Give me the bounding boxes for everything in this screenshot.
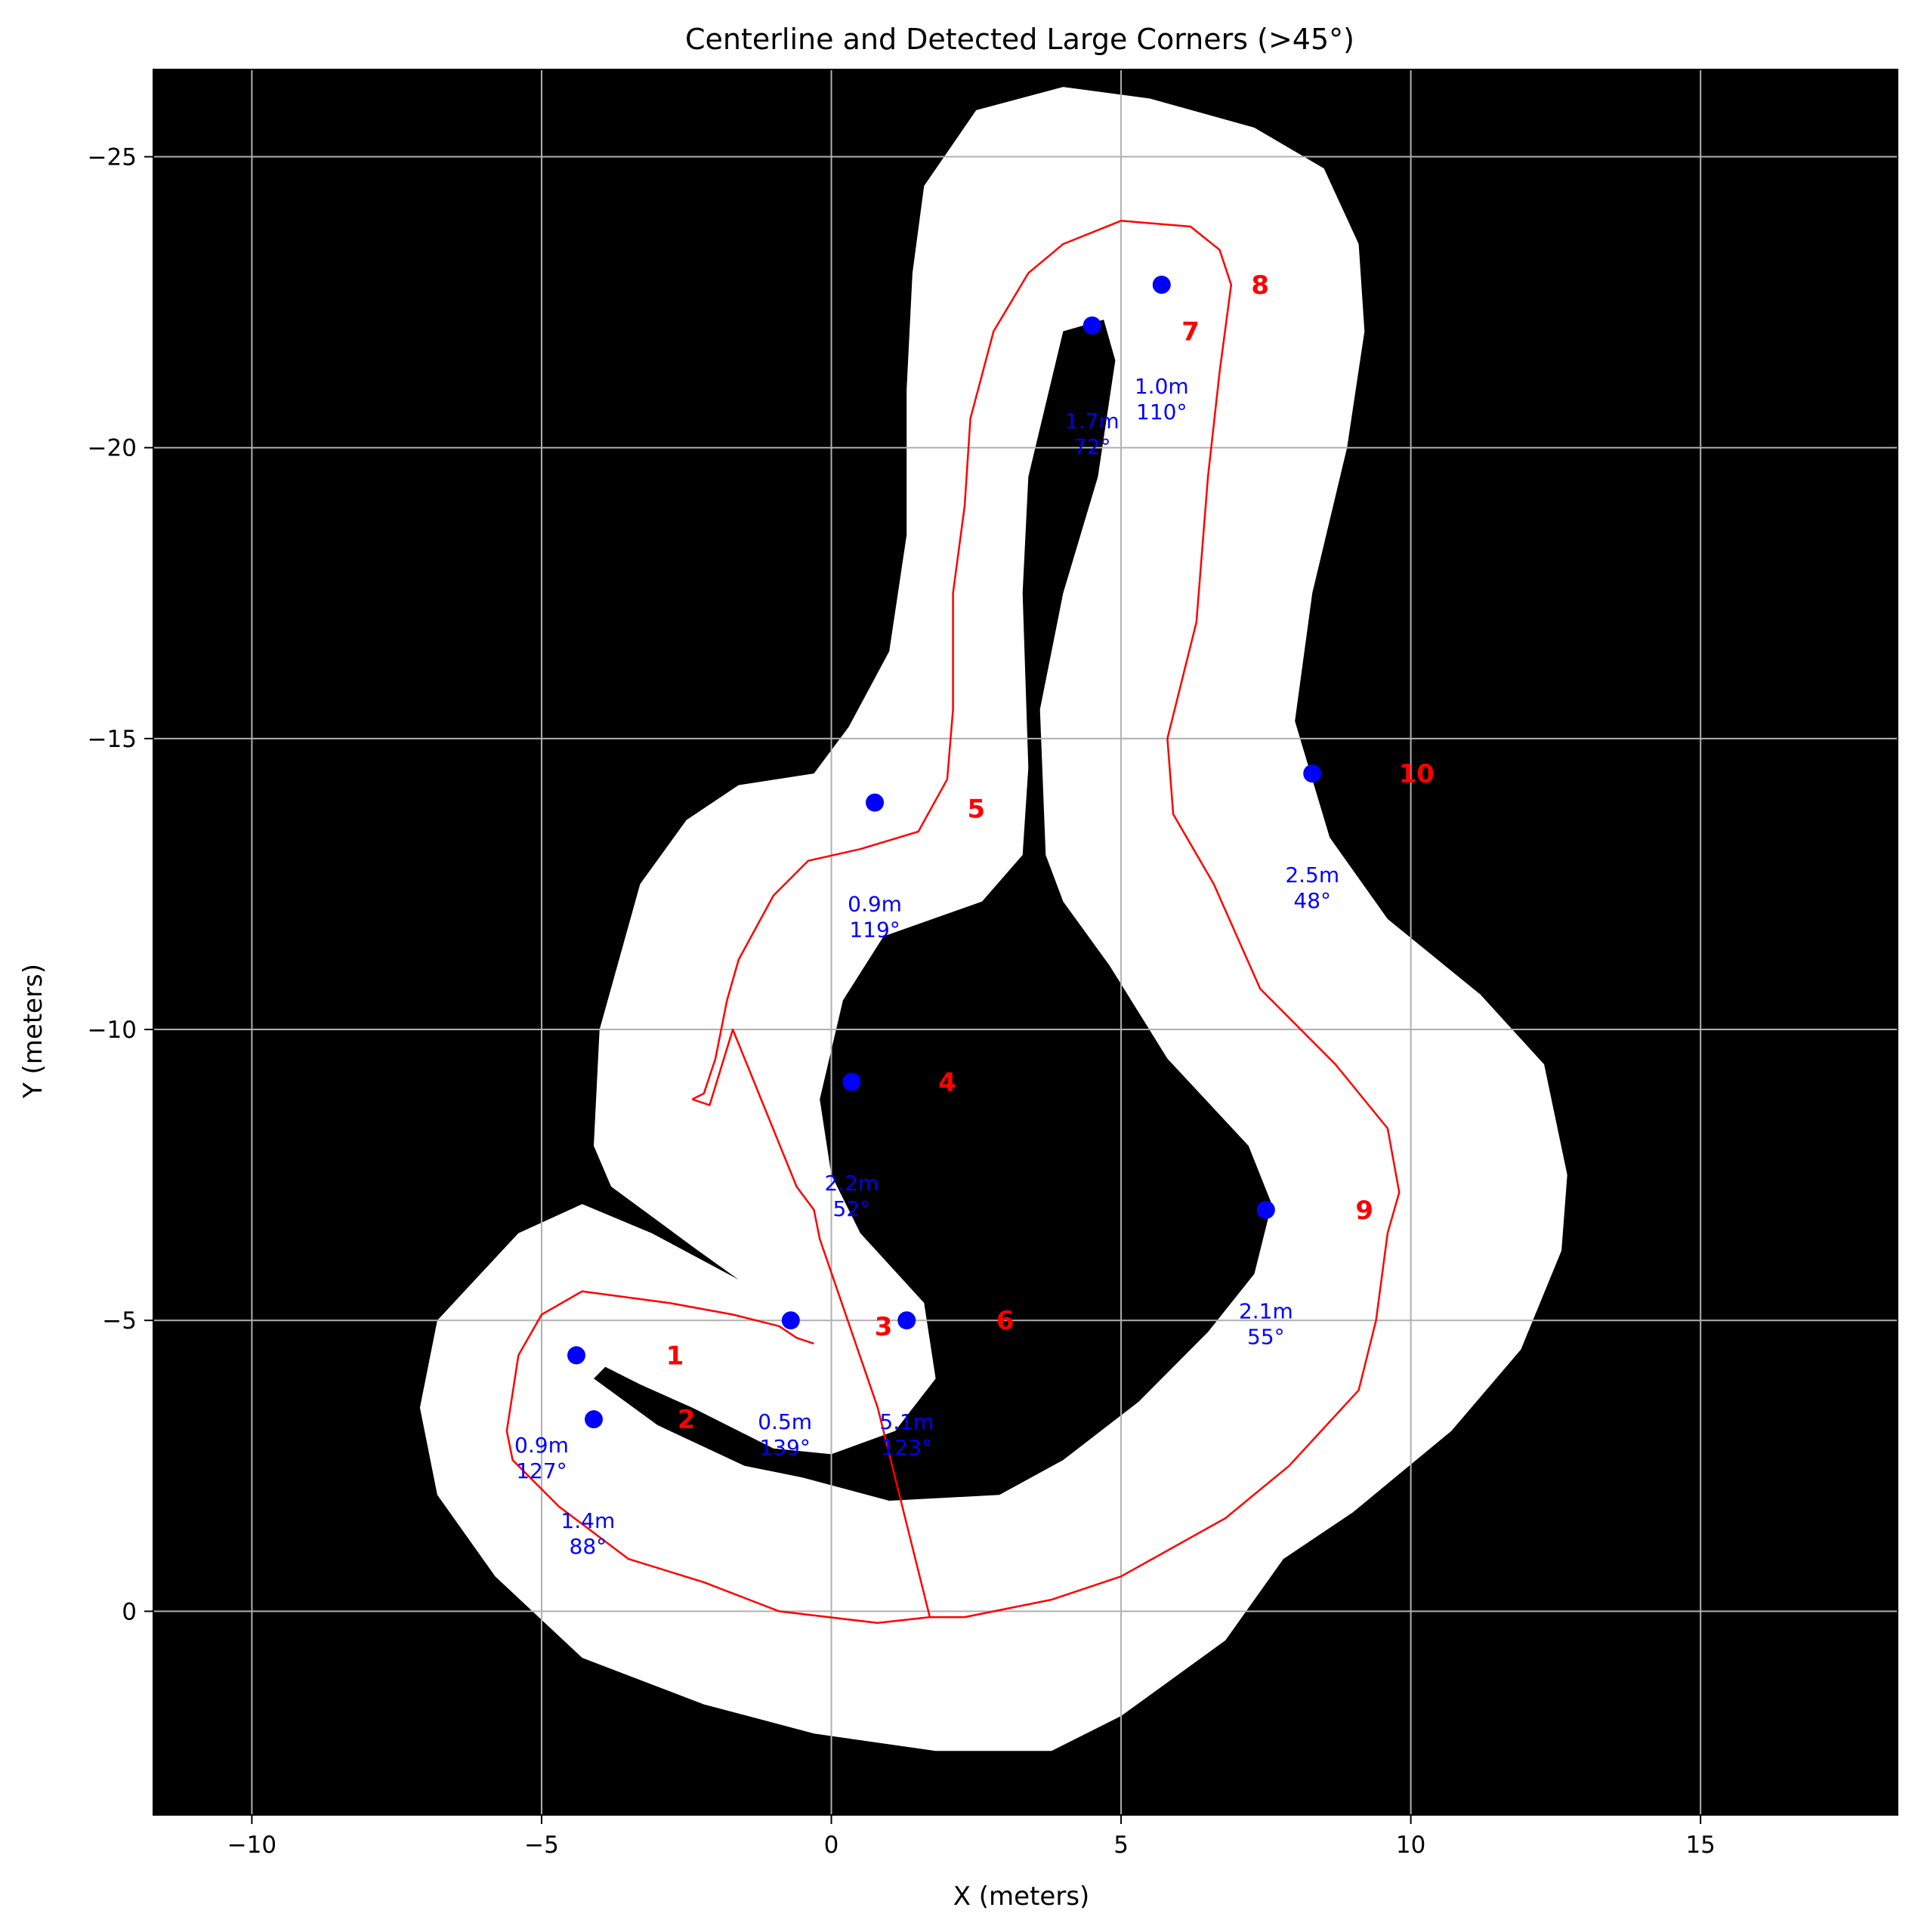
corner-annotation-4-0: 2.2m	[824, 1171, 879, 1196]
corner-label-6: 6	[996, 1306, 1015, 1336]
chart-title: Centerline and Detected Large Corners (>…	[685, 23, 1354, 56]
corner-label-2: 2	[678, 1405, 696, 1435]
x-axis-title: X (meters)	[953, 1881, 1090, 1912]
corner-annotation-8-0: 1.0m	[1135, 374, 1189, 399]
corner-annotation-9-1: 55°	[1247, 1325, 1285, 1350]
corner-annotation-10-1: 48°	[1293, 888, 1331, 913]
x-tick-label-2: 0	[824, 1832, 839, 1859]
y-tick-label-5: 0	[122, 1598, 137, 1625]
corner-point-10	[1303, 764, 1322, 783]
corner-point-3	[781, 1311, 800, 1330]
y-tick-label-1: −20	[88, 435, 137, 462]
centerline-segment	[505, 1290, 931, 1625]
corner-annotation-3-0: 0.5m	[758, 1409, 812, 1434]
x-tick-label-4: 10	[1396, 1832, 1425, 1859]
corner-annotation-3-1: 139°	[759, 1435, 810, 1460]
corner-annotation-1-0: 0.9m	[514, 1433, 569, 1458]
y-tick-label-4: −5	[102, 1307, 137, 1335]
corner-annotation-4-1: 52°	[833, 1196, 871, 1221]
corner-point-1	[567, 1346, 585, 1365]
corner-label-4: 4	[938, 1067, 956, 1097]
corner-annotation-5-1: 119°	[849, 917, 900, 942]
y-axis-title: Y (meters)	[18, 964, 48, 1099]
corner-annotation-9-0: 2.1m	[1239, 1299, 1293, 1324]
corner-annotation-7-1: 72°	[1073, 434, 1111, 459]
corner-annotation-10-0: 2.5m	[1285, 863, 1339, 887]
corner-annotation-2-1: 88°	[570, 1534, 607, 1559]
corner-annotation-5-0: 0.9m	[848, 891, 902, 916]
x-tick-label-0: −10	[227, 1832, 276, 1859]
y-tick-label-3: −10	[88, 1017, 137, 1044]
x-tick-label-1: −5	[524, 1832, 559, 1859]
plot-frame	[153, 69, 1898, 1816]
corner-label-3: 3	[875, 1312, 893, 1342]
corner-point-7	[1082, 316, 1101, 335]
corner-point-2	[585, 1410, 604, 1429]
corner-label-10: 10	[1399, 759, 1435, 789]
x-tick-label-3: 5	[1113, 1832, 1129, 1859]
y-tick-label-0: −25	[88, 144, 137, 171]
y-tick-label-2: −15	[88, 726, 137, 753]
corner-point-6	[897, 1311, 916, 1330]
x-tick-label-5: 15	[1685, 1832, 1715, 1859]
corner-annotation-8-1: 110°	[1136, 400, 1187, 424]
corner-label-9: 9	[1355, 1196, 1373, 1226]
axes: −10 −5 0 5 10 15−25−20−15−10−50	[88, 69, 1898, 1859]
corner-annotation-1-1: 127°	[516, 1458, 567, 1483]
corner-label-7: 7	[1181, 317, 1200, 347]
corner-point-5	[866, 793, 885, 812]
corner-label-1: 1	[666, 1341, 684, 1371]
corner-point-8	[1152, 276, 1171, 295]
plot-area: 10.9m127°21.4m88°30.5m139°42.2m52°50.9m1…	[153, 69, 1898, 1815]
corner-point-9	[1256, 1200, 1275, 1219]
corner-annotation-6-1: 123°	[882, 1435, 932, 1460]
corner-label-8: 8	[1251, 270, 1269, 301]
corner-point-4	[842, 1072, 861, 1091]
corner-label-5: 5	[967, 794, 985, 824]
corner-annotation-2-0: 1.4m	[561, 1508, 615, 1533]
track-region	[419, 87, 1567, 1751]
corner-annotation-6-0: 5.1m	[879, 1409, 934, 1434]
corner-annotation-7-0: 1.7m	[1065, 409, 1120, 434]
centerline	[691, 220, 1401, 1619]
